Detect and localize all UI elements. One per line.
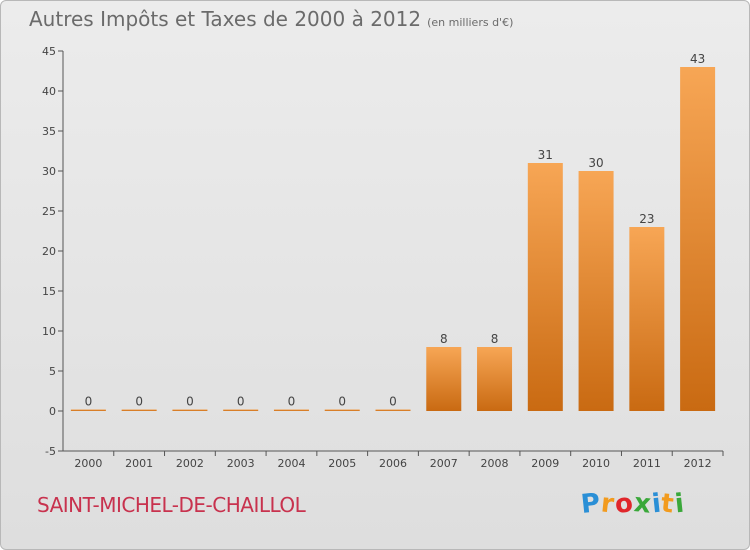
bar-value-label: 30 bbox=[588, 156, 603, 170]
bar-value-label: 8 bbox=[491, 332, 499, 346]
bar bbox=[426, 347, 462, 411]
y-tick-label: 0 bbox=[49, 405, 56, 418]
bar bbox=[273, 409, 309, 411]
y-tick-label: 25 bbox=[42, 205, 56, 218]
bar bbox=[324, 409, 360, 411]
chart-title-text: Autres Impôts et Taxes de 2000 à 2012 bbox=[29, 7, 422, 31]
x-tick-label: 2001 bbox=[125, 457, 153, 470]
bar-value-label: 0 bbox=[288, 395, 296, 409]
x-tick-label: 2007 bbox=[430, 457, 458, 470]
chart-unit: (en milliers d'€) bbox=[427, 16, 514, 29]
y-tick-label: 30 bbox=[42, 165, 56, 178]
x-tick-label: 2008 bbox=[481, 457, 509, 470]
x-tick-label: 2011 bbox=[633, 457, 661, 470]
proxiti-logo: Proxiti bbox=[579, 488, 687, 520]
y-tick-label: 35 bbox=[42, 125, 56, 138]
x-tick-label: 2004 bbox=[277, 457, 305, 470]
bar bbox=[172, 409, 208, 411]
x-tick-label: 2002 bbox=[176, 457, 204, 470]
bar bbox=[578, 171, 614, 411]
y-tick-label: 10 bbox=[42, 325, 56, 338]
bar-value-label: 0 bbox=[85, 395, 93, 409]
y-tick-label: 15 bbox=[42, 285, 56, 298]
bar bbox=[527, 163, 563, 411]
commune-name: SAINT-MICHEL-DE-CHAILLOL bbox=[37, 493, 306, 517]
plot-area: -5 0 5 10 15 20 25 30 35 40 45 0 2000 0 2001 0 2002 0 2003… bbox=[42, 45, 724, 470]
bar bbox=[477, 347, 513, 411]
x-tick-label: 2006 bbox=[379, 457, 407, 470]
bar-value-label: 0 bbox=[338, 395, 346, 409]
bar-value-label: 0 bbox=[237, 395, 245, 409]
x-tick-label: 2000 bbox=[74, 457, 102, 470]
x-tick-label: 2003 bbox=[227, 457, 255, 470]
x-tick-label: 2010 bbox=[582, 457, 610, 470]
bar-value-label: 8 bbox=[440, 332, 448, 346]
bar-value-label: 43 bbox=[690, 52, 705, 66]
bar-value-label: 31 bbox=[538, 148, 553, 162]
y-tick-label: 5 bbox=[49, 365, 56, 378]
chart-title: Autres Impôts et Taxes de 2000 à 2012 (en… bbox=[29, 7, 513, 31]
x-tick-label: 2005 bbox=[328, 457, 356, 470]
y-tick-label: 45 bbox=[42, 45, 56, 58]
y-tick-label: 20 bbox=[42, 245, 56, 258]
bar-value-label: 23 bbox=[639, 212, 654, 226]
y-tick-label: 40 bbox=[42, 85, 56, 98]
bar bbox=[223, 409, 259, 411]
x-tick-label: 2012 bbox=[684, 457, 712, 470]
y-tick-label: -5 bbox=[45, 445, 56, 458]
bar bbox=[629, 227, 665, 411]
x-tick-label: 2009 bbox=[531, 457, 559, 470]
bar-value-label: 0 bbox=[135, 395, 143, 409]
bar bbox=[70, 409, 106, 411]
logo-letter: i bbox=[673, 488, 687, 520]
bar-value-label: 0 bbox=[186, 395, 194, 409]
bar bbox=[375, 409, 411, 411]
bar bbox=[121, 409, 157, 411]
bar bbox=[680, 67, 716, 411]
bar-value-label: 0 bbox=[389, 395, 397, 409]
